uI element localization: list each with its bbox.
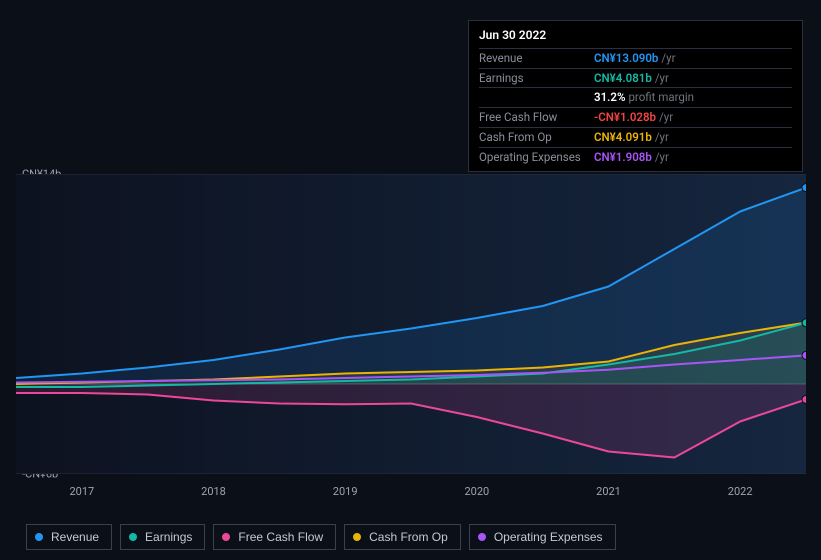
tooltip-row-label: Earnings	[479, 70, 594, 87]
tooltip-row-suffix: /yr	[659, 110, 673, 124]
financials-chart[interactable]: CN¥14bCN¥0-CN¥6b 20172018201920202021202…	[16, 160, 806, 480]
tooltip-row-label: Revenue	[479, 50, 594, 67]
legend-dot-icon	[478, 533, 486, 541]
legend-item-label: Earnings	[145, 530, 192, 544]
legend-item-operating-expenses[interactable]: Operating Expenses	[469, 524, 616, 550]
tooltip-row: Cash From OpCN¥4.091b/yr	[479, 127, 792, 147]
tooltip-row: RevenueCN¥13.090b/yr	[479, 48, 792, 68]
legend-dot-icon	[129, 533, 137, 541]
legend-item-cash-from-op[interactable]: Cash From Op	[344, 524, 461, 550]
tooltip-row-value: CN¥13.090b	[594, 51, 658, 65]
tooltip-row-suffix: /yr	[655, 130, 669, 144]
chart-legend: Revenue Earnings Free Cash Flow Cash From O…	[26, 524, 616, 550]
legend-item-free-cash-flow[interactable]: Free Cash Flow	[213, 524, 336, 550]
legend-dot-icon	[35, 533, 43, 541]
tooltip-row-value: CN¥4.081b	[594, 71, 652, 85]
x-axis-tick-label: 2020	[464, 485, 489, 498]
x-axis-tick-label: 2019	[333, 485, 358, 498]
legend-item-label: Operating Expenses	[494, 530, 603, 544]
tooltip-row-value: 31.2%	[594, 90, 625, 104]
tooltip-row-value: -CN¥1.028b	[594, 110, 656, 124]
legend-dot-icon	[222, 533, 230, 541]
tooltip-row: 31.2%profit margin	[479, 87, 792, 107]
legend-dot-icon	[353, 533, 361, 541]
tooltip-row-suffix: /yr	[655, 71, 669, 85]
tooltip-row-label: Cash From Op	[479, 129, 594, 146]
chart-tooltip: Jun 30 2022 RevenueCN¥13.090b/yrEarnings…	[468, 20, 803, 172]
legend-item-label: Revenue	[51, 530, 99, 544]
legend-item-label: Free Cash Flow	[238, 530, 323, 544]
tooltip-row-suffix: /yr	[661, 51, 675, 65]
tooltip-date: Jun 30 2022	[479, 27, 792, 48]
legend-item-revenue[interactable]: Revenue	[26, 524, 112, 550]
legend-item-label: Cash From Op	[369, 530, 448, 544]
tooltip-row-label: Free Cash Flow	[479, 109, 594, 126]
tooltip-row-suffix: profit margin	[628, 90, 694, 104]
x-axis-tick-label: 2022	[728, 485, 753, 498]
chart-plot-area[interactable]	[16, 174, 806, 474]
tooltip-row: Free Cash Flow-CN¥1.028b/yr	[479, 107, 792, 127]
x-axis-tick-label: 2021	[596, 485, 621, 498]
x-axis-tick-label: 2018	[201, 485, 226, 498]
x-axis-tick-label: 2017	[69, 485, 94, 498]
legend-item-earnings[interactable]: Earnings	[120, 524, 205, 550]
tooltip-row: EarningsCN¥4.081b/yr	[479, 68, 792, 88]
tooltip-row-label	[479, 89, 594, 106]
tooltip-row-value: CN¥4.091b	[594, 130, 652, 144]
